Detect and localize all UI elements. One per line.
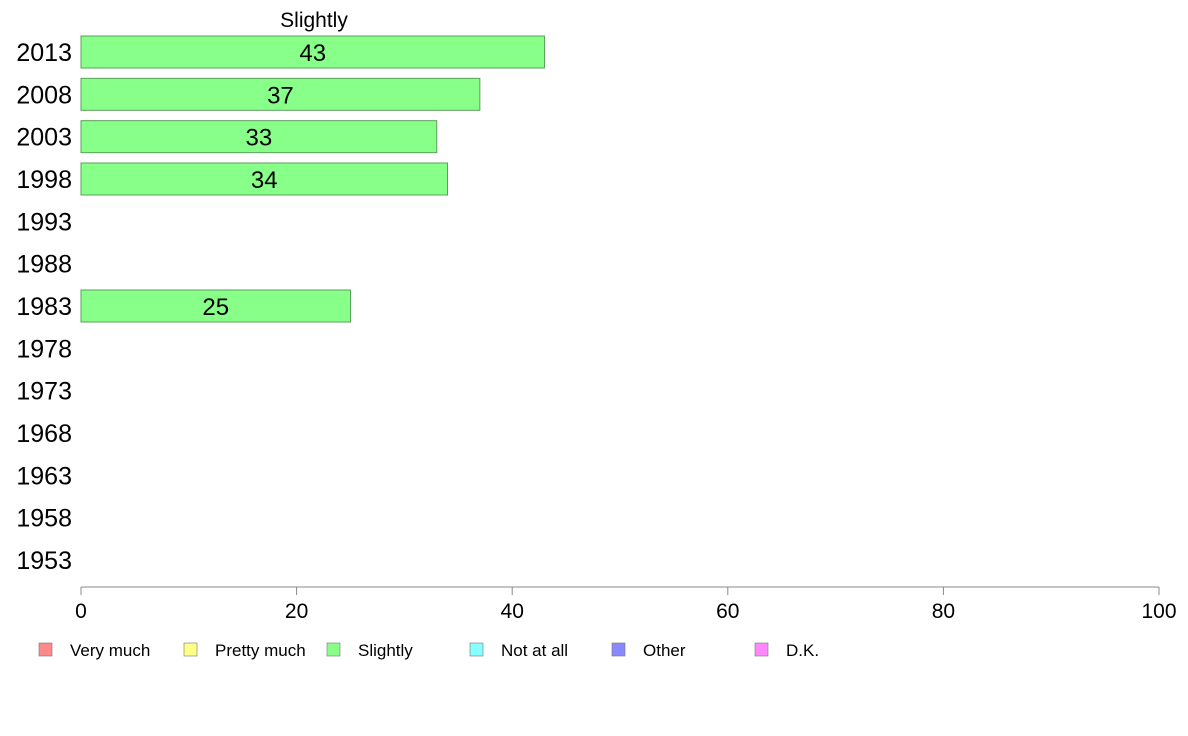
data-label: 37 xyxy=(267,82,294,109)
category-label: 1988 xyxy=(16,251,72,279)
category-label: 1993 xyxy=(16,208,72,236)
category-label: 1953 xyxy=(16,547,72,575)
data-label: 34 xyxy=(251,167,278,194)
category-label: 2013 xyxy=(16,39,72,67)
x-tick-label: 20 xyxy=(285,600,308,623)
legend-label: Not at all xyxy=(501,641,568,660)
legend-label: Slightly xyxy=(358,641,413,660)
legend-swatch xyxy=(611,642,626,657)
x-tick-label: 80 xyxy=(932,600,955,623)
legend-label: Other xyxy=(643,641,686,660)
legend-swatch xyxy=(183,642,198,657)
chart-title: Slightly xyxy=(280,9,348,32)
data-label: 25 xyxy=(202,294,229,321)
x-tick-label: 40 xyxy=(501,600,524,623)
bar xyxy=(80,77,481,111)
legend-label: Very much xyxy=(70,641,150,660)
data-label: 33 xyxy=(246,125,273,152)
category-label: 1973 xyxy=(16,378,72,406)
category-label: 1968 xyxy=(16,420,72,448)
legend-swatch xyxy=(469,642,484,657)
x-tick-label: 60 xyxy=(716,600,739,623)
category-label: 1978 xyxy=(16,335,72,363)
bar xyxy=(80,289,351,323)
x-tick-label: 0 xyxy=(75,600,87,623)
category-label: 2003 xyxy=(16,124,72,152)
legend-swatch xyxy=(754,642,769,657)
category-label: 1998 xyxy=(16,166,72,194)
legend: Very much Pretty much Slightly Not at all Ot… xyxy=(38,641,819,660)
data-label: 43 xyxy=(299,40,326,67)
bar xyxy=(80,35,546,69)
category-label: 1963 xyxy=(16,462,72,490)
bar xyxy=(80,120,438,154)
category-label: 1958 xyxy=(16,505,72,533)
x-tick-label: 100 xyxy=(1141,600,1176,623)
category-label: 1983 xyxy=(16,293,72,321)
category-label: 2008 xyxy=(16,81,72,109)
legend-swatch xyxy=(326,642,341,657)
x-axis: 0 20 40 60 80 100 xyxy=(75,586,1177,623)
bar xyxy=(80,162,449,196)
category-labels: 2013 2008 2003 1998 1993 1988 1983 1978 1973 1968… xyxy=(16,39,72,575)
legend-label: Pretty much xyxy=(215,641,306,660)
legend-swatch xyxy=(38,642,53,657)
legend-label: D.K. xyxy=(786,641,819,660)
